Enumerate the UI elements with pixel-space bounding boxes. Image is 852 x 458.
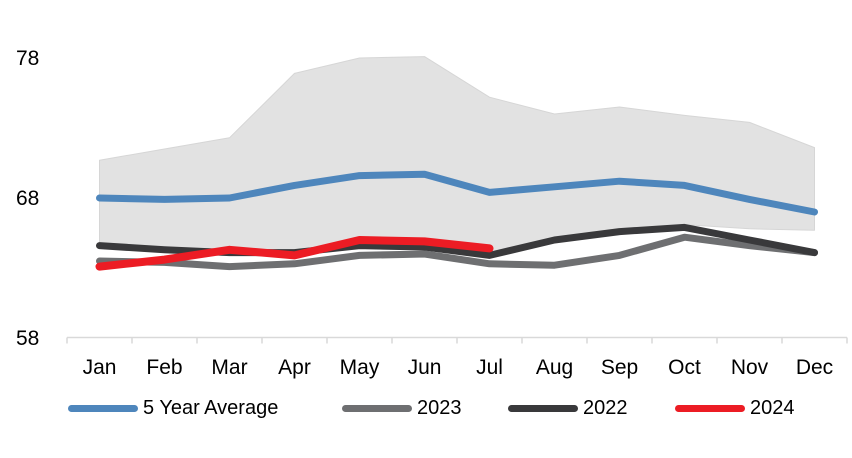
legend-item-2022: 2022 xyxy=(508,393,628,423)
legend-label-5-year-average: 5 Year Average xyxy=(143,397,279,419)
x-tick-label: Mar xyxy=(211,356,247,379)
series-line-5-year-average xyxy=(96,170,818,216)
legend-swatch-5-year-average xyxy=(68,404,138,412)
legend-item-2024: 2024 xyxy=(675,393,795,423)
y-tick-label: 58 xyxy=(16,327,39,350)
series-line-2024 xyxy=(95,236,494,271)
band-5-year-range xyxy=(99,56,815,256)
x-tick-label: Feb xyxy=(146,356,182,379)
legend-swatch-2024 xyxy=(675,404,745,412)
series-line-2023 xyxy=(96,233,818,271)
y-tick-label: 78 xyxy=(16,47,39,70)
x-tick-label: Jul xyxy=(476,356,503,379)
legend-swatch-2023 xyxy=(342,404,412,412)
x-tick-label: Jan xyxy=(83,356,117,379)
x-tick-label: Dec xyxy=(796,356,833,379)
x-tick-label: Jun xyxy=(408,356,442,379)
legend-swatch-2022 xyxy=(508,404,578,412)
x-tick-label: Apr xyxy=(278,356,311,379)
x-tick-label: Oct xyxy=(668,356,701,379)
legend-item-2023: 2023 xyxy=(342,393,462,423)
legend-label-2023: 2023 xyxy=(417,397,462,419)
x-tick-label: Aug xyxy=(536,356,573,379)
x-tick-label: Sep xyxy=(601,356,638,379)
legend-item-5-year-average: 5 Year Average xyxy=(68,393,278,423)
legend-label-2024: 2024 xyxy=(750,397,795,419)
x-tick-label: May xyxy=(340,356,380,379)
y-tick-label: 68 xyxy=(16,187,39,210)
x-tick-label: Nov xyxy=(731,356,769,379)
x-axis-ticks xyxy=(66,337,848,344)
legend-label-2022: 2022 xyxy=(583,397,628,419)
chart-legend: 5 Year Average 2023 2022 2024 xyxy=(0,393,852,425)
plot-svg: 78 68 58 Jan Feb Mar Apr May Jun Jul Aug Sep Oct Nov D… xyxy=(16,47,848,379)
